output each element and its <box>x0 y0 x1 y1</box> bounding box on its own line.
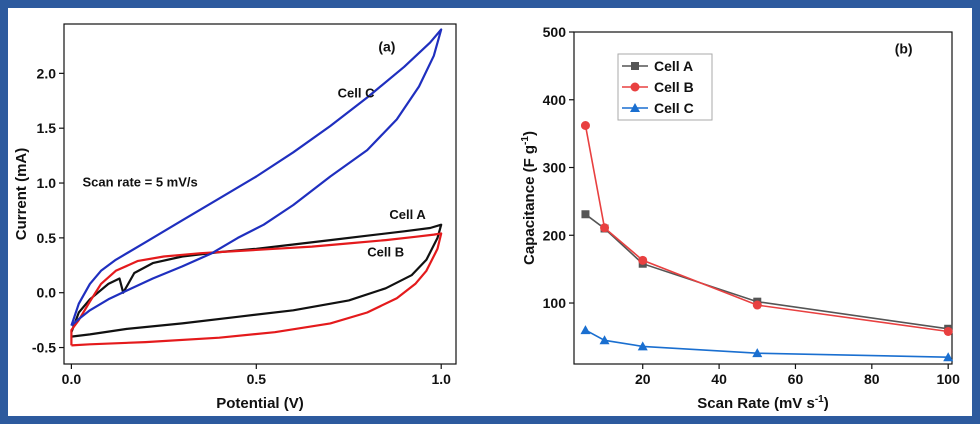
panel-label-b: (b) <box>895 41 913 57</box>
data-point-cell-c <box>599 335 610 345</box>
x-tick-label-a: 1.0 <box>431 371 451 387</box>
plot-area-a <box>63 23 457 365</box>
legend-marker-cell-a <box>631 62 639 70</box>
y-tick-label-a: 1.0 <box>37 175 57 191</box>
chart-a: 0.0 0.5 1.0 -0.5 0.0 0.5 1.0 1.5 2.0 Potential (V… <box>13 23 457 412</box>
y-tick-label-a: 2.0 <box>37 65 57 81</box>
y-tick-label-a: 1.5 <box>37 120 57 136</box>
cv-curve-cell-a <box>70 223 443 338</box>
legend-label-cell-c: Cell C <box>654 100 694 116</box>
curve-label-cell-a: Cell A <box>389 207 426 222</box>
x-tick-label-b: 100 <box>937 371 961 387</box>
y-tick-label-b: 100 <box>543 295 567 311</box>
y-tick-label-a: 0.5 <box>37 230 57 246</box>
curve-label-cell-b: Cell B <box>367 245 404 260</box>
cv-curve-cell-b <box>70 232 443 347</box>
legend-marker-cell-b <box>630 82 640 92</box>
data-point-cell-b <box>752 300 762 310</box>
y-tick-label-b: 400 <box>543 92 567 108</box>
data-point-cell-c <box>943 352 954 362</box>
cv-curve-cell-c <box>70 28 443 327</box>
y-tick-label-b: 500 <box>543 24 567 40</box>
y-tick-label-a: 0.0 <box>37 285 57 301</box>
series-line-cell-a <box>585 213 949 330</box>
series-line-cell-b <box>584 125 949 333</box>
data-point-cell-b <box>943 326 953 336</box>
scan-rate-annotation: Scan rate = 5 mV/s <box>82 174 197 189</box>
curve-label-cell-c: Cell C <box>338 85 375 100</box>
data-point-cell-b <box>638 255 648 265</box>
x-tick-label-b: 60 <box>788 371 804 387</box>
y-axis-title-b: Capacitance (F g-1) <box>520 131 538 265</box>
data-point-cell-c <box>637 341 648 351</box>
figure-frame: 0.0 0.5 1.0 -0.5 0.0 0.5 1.0 1.5 2.0 Potential (V… <box>8 8 972 416</box>
y-tick-label-b: 300 <box>543 160 567 176</box>
plot-area-b <box>573 31 953 365</box>
y-tick-label-a: -0.5 <box>32 340 56 356</box>
x-tick-label-b: 80 <box>864 371 880 387</box>
data-point-cell-a <box>581 210 590 219</box>
x-axis-title-a: Potential (V) <box>216 395 304 412</box>
y-tick-label-b: 200 <box>543 227 567 243</box>
legend-marker-cell-c <box>630 103 640 112</box>
series-line-cell-c <box>585 329 949 358</box>
legend-label-cell-b: Cell B <box>654 79 694 95</box>
x-tick-label-a: 0.5 <box>247 371 267 387</box>
data-point-cell-c <box>580 325 591 335</box>
x-tick-label-a: 0.0 <box>62 371 82 387</box>
data-point-cell-b <box>580 121 590 131</box>
y-axis-title-a: Current (mA) <box>13 148 30 241</box>
panel-label-a: (a) <box>378 38 395 54</box>
data-point-cell-b <box>600 223 610 233</box>
chart-b: 20 40 60 80 100 100 200 300 400 500 Scan Rate (mV … <box>520 24 961 412</box>
x-tick-label-b: 20 <box>635 371 651 387</box>
data-point-cell-c <box>752 348 763 358</box>
x-axis-title-b: Scan Rate (mV s-1) <box>697 394 828 412</box>
legend-label-cell-a: Cell A <box>654 58 693 74</box>
x-tick-label-b: 40 <box>711 371 727 387</box>
